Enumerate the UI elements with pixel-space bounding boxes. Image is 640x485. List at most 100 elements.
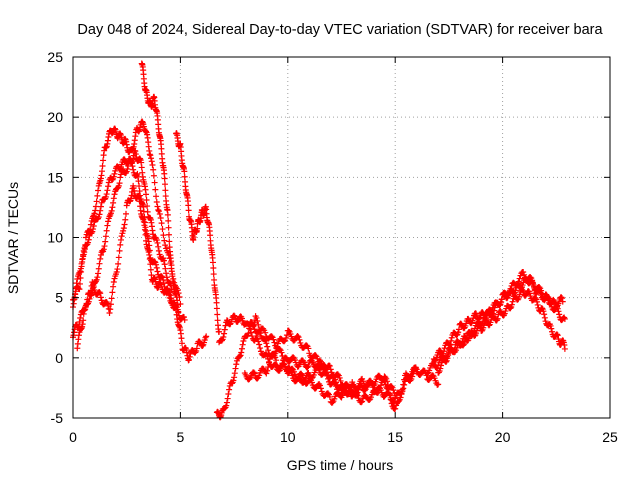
data-point [295,334,302,341]
data-point [97,290,104,297]
data-point [239,341,246,348]
data-point [72,285,79,292]
data-point [558,294,565,301]
data-point [94,192,101,199]
data-point [85,298,92,305]
data-point [288,369,295,376]
data-point [77,314,84,321]
data-point [152,186,159,193]
data-point [233,361,240,368]
data-point [80,310,87,317]
data-point [153,264,160,271]
data-point [281,360,288,367]
data-points-layer [70,60,568,421]
data-point [97,203,104,210]
data-point [224,395,231,402]
data-point [532,295,539,302]
data-point [541,311,548,318]
data-point [479,318,486,325]
data-point [455,329,462,336]
data-point [234,318,241,325]
data-point [390,399,397,406]
data-point [225,391,232,398]
data-point [100,157,107,164]
data-point [285,327,292,334]
data-point [462,338,469,345]
data-point [460,342,467,349]
grid-layer [73,57,610,418]
data-point [273,357,280,364]
data-point [276,346,283,353]
data-point [181,168,188,175]
data-point [109,289,116,296]
data-point [263,370,270,377]
data-point [106,310,113,317]
data-point [169,273,176,280]
data-point [111,170,118,177]
data-point [116,247,123,254]
data-point [249,333,255,340]
data-point [392,395,399,402]
data-point [473,310,480,317]
data-point [279,352,286,359]
data-point [114,266,121,273]
data-point [93,198,100,205]
data-point [117,241,124,248]
data-point [283,335,290,342]
data-point [78,260,85,267]
data-point [76,319,83,326]
data-point [305,345,312,352]
data-point [369,384,376,391]
data-point [538,290,545,297]
data-point [153,236,160,243]
data-point [144,203,151,210]
data-point [238,349,245,356]
data-point [384,378,391,385]
data-point [395,398,402,405]
x-tick-label: 0 [69,429,77,445]
data-point [257,345,264,352]
data-point [507,305,514,312]
data-point [85,236,92,243]
data-point [80,247,87,254]
data-point [305,363,312,370]
data-point [401,381,408,388]
data-point [90,283,97,290]
data-point [289,372,296,379]
data-point [202,334,209,341]
data-point [265,364,272,371]
data-point [251,370,258,377]
data-point [516,275,523,282]
data-point [410,370,417,377]
data-point [521,271,528,278]
y-axis-label: SDTVAR / TECUs [5,182,21,294]
data-point [179,340,186,347]
data-point [199,342,206,349]
data-point [455,326,462,333]
data-point [193,345,200,352]
data-point [118,233,125,240]
data-point [317,385,324,392]
data-point [155,206,162,213]
data-point [147,152,154,159]
data-point [559,298,566,305]
data-point [162,265,169,272]
data-point [554,305,561,312]
data-point [111,191,118,198]
data-point [105,183,112,190]
data-point [159,226,166,233]
data-point [96,211,103,218]
y-tick-label: 5 [55,290,63,306]
data-point [556,311,563,318]
data-point [143,196,150,203]
data-point [150,172,157,179]
data-point [87,226,94,233]
data-point [255,338,262,345]
data-point [435,362,442,369]
data-point [230,377,237,384]
data-point [281,338,288,345]
data-point [548,325,555,332]
data-point [315,358,322,365]
data-point [508,301,515,308]
data-point [181,173,188,180]
